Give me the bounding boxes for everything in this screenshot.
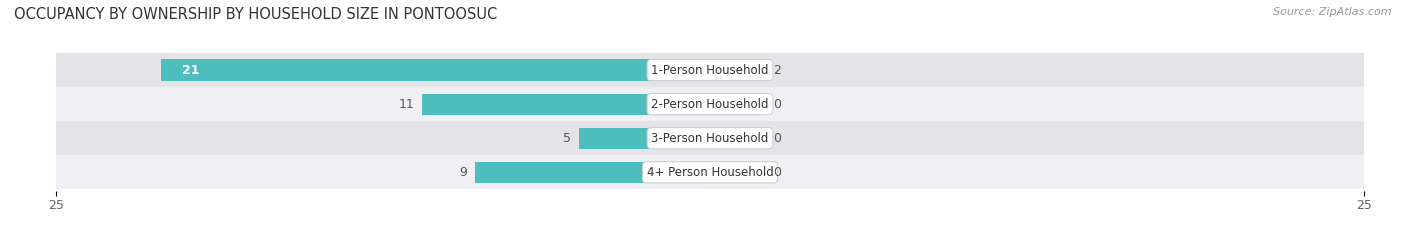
Bar xyxy=(475,162,710,183)
Bar xyxy=(579,128,710,149)
Bar xyxy=(422,93,710,115)
Text: 0: 0 xyxy=(773,98,780,111)
Text: 2-Person Household: 2-Person Household xyxy=(651,98,769,111)
Bar xyxy=(56,155,1364,189)
Bar xyxy=(56,87,1364,121)
Text: Source: ZipAtlas.com: Source: ZipAtlas.com xyxy=(1274,7,1392,17)
Text: 5: 5 xyxy=(564,132,571,145)
Bar xyxy=(710,128,762,149)
Bar xyxy=(160,59,710,81)
Bar xyxy=(56,121,1364,155)
Text: 0: 0 xyxy=(773,166,780,179)
Bar xyxy=(710,93,762,115)
Bar xyxy=(710,59,762,81)
Bar xyxy=(56,53,1364,87)
Text: 21: 21 xyxy=(181,64,200,76)
Text: 0: 0 xyxy=(773,132,780,145)
Text: 2: 2 xyxy=(773,64,780,76)
Bar xyxy=(710,162,762,183)
Text: 1-Person Household: 1-Person Household xyxy=(651,64,769,76)
Text: OCCUPANCY BY OWNERSHIP BY HOUSEHOLD SIZE IN PONTOOSUC: OCCUPANCY BY OWNERSHIP BY HOUSEHOLD SIZE… xyxy=(14,7,498,22)
Text: 11: 11 xyxy=(399,98,415,111)
Text: 4+ Person Household: 4+ Person Household xyxy=(647,166,773,179)
Text: 9: 9 xyxy=(458,166,467,179)
Text: 3-Person Household: 3-Person Household xyxy=(651,132,769,145)
